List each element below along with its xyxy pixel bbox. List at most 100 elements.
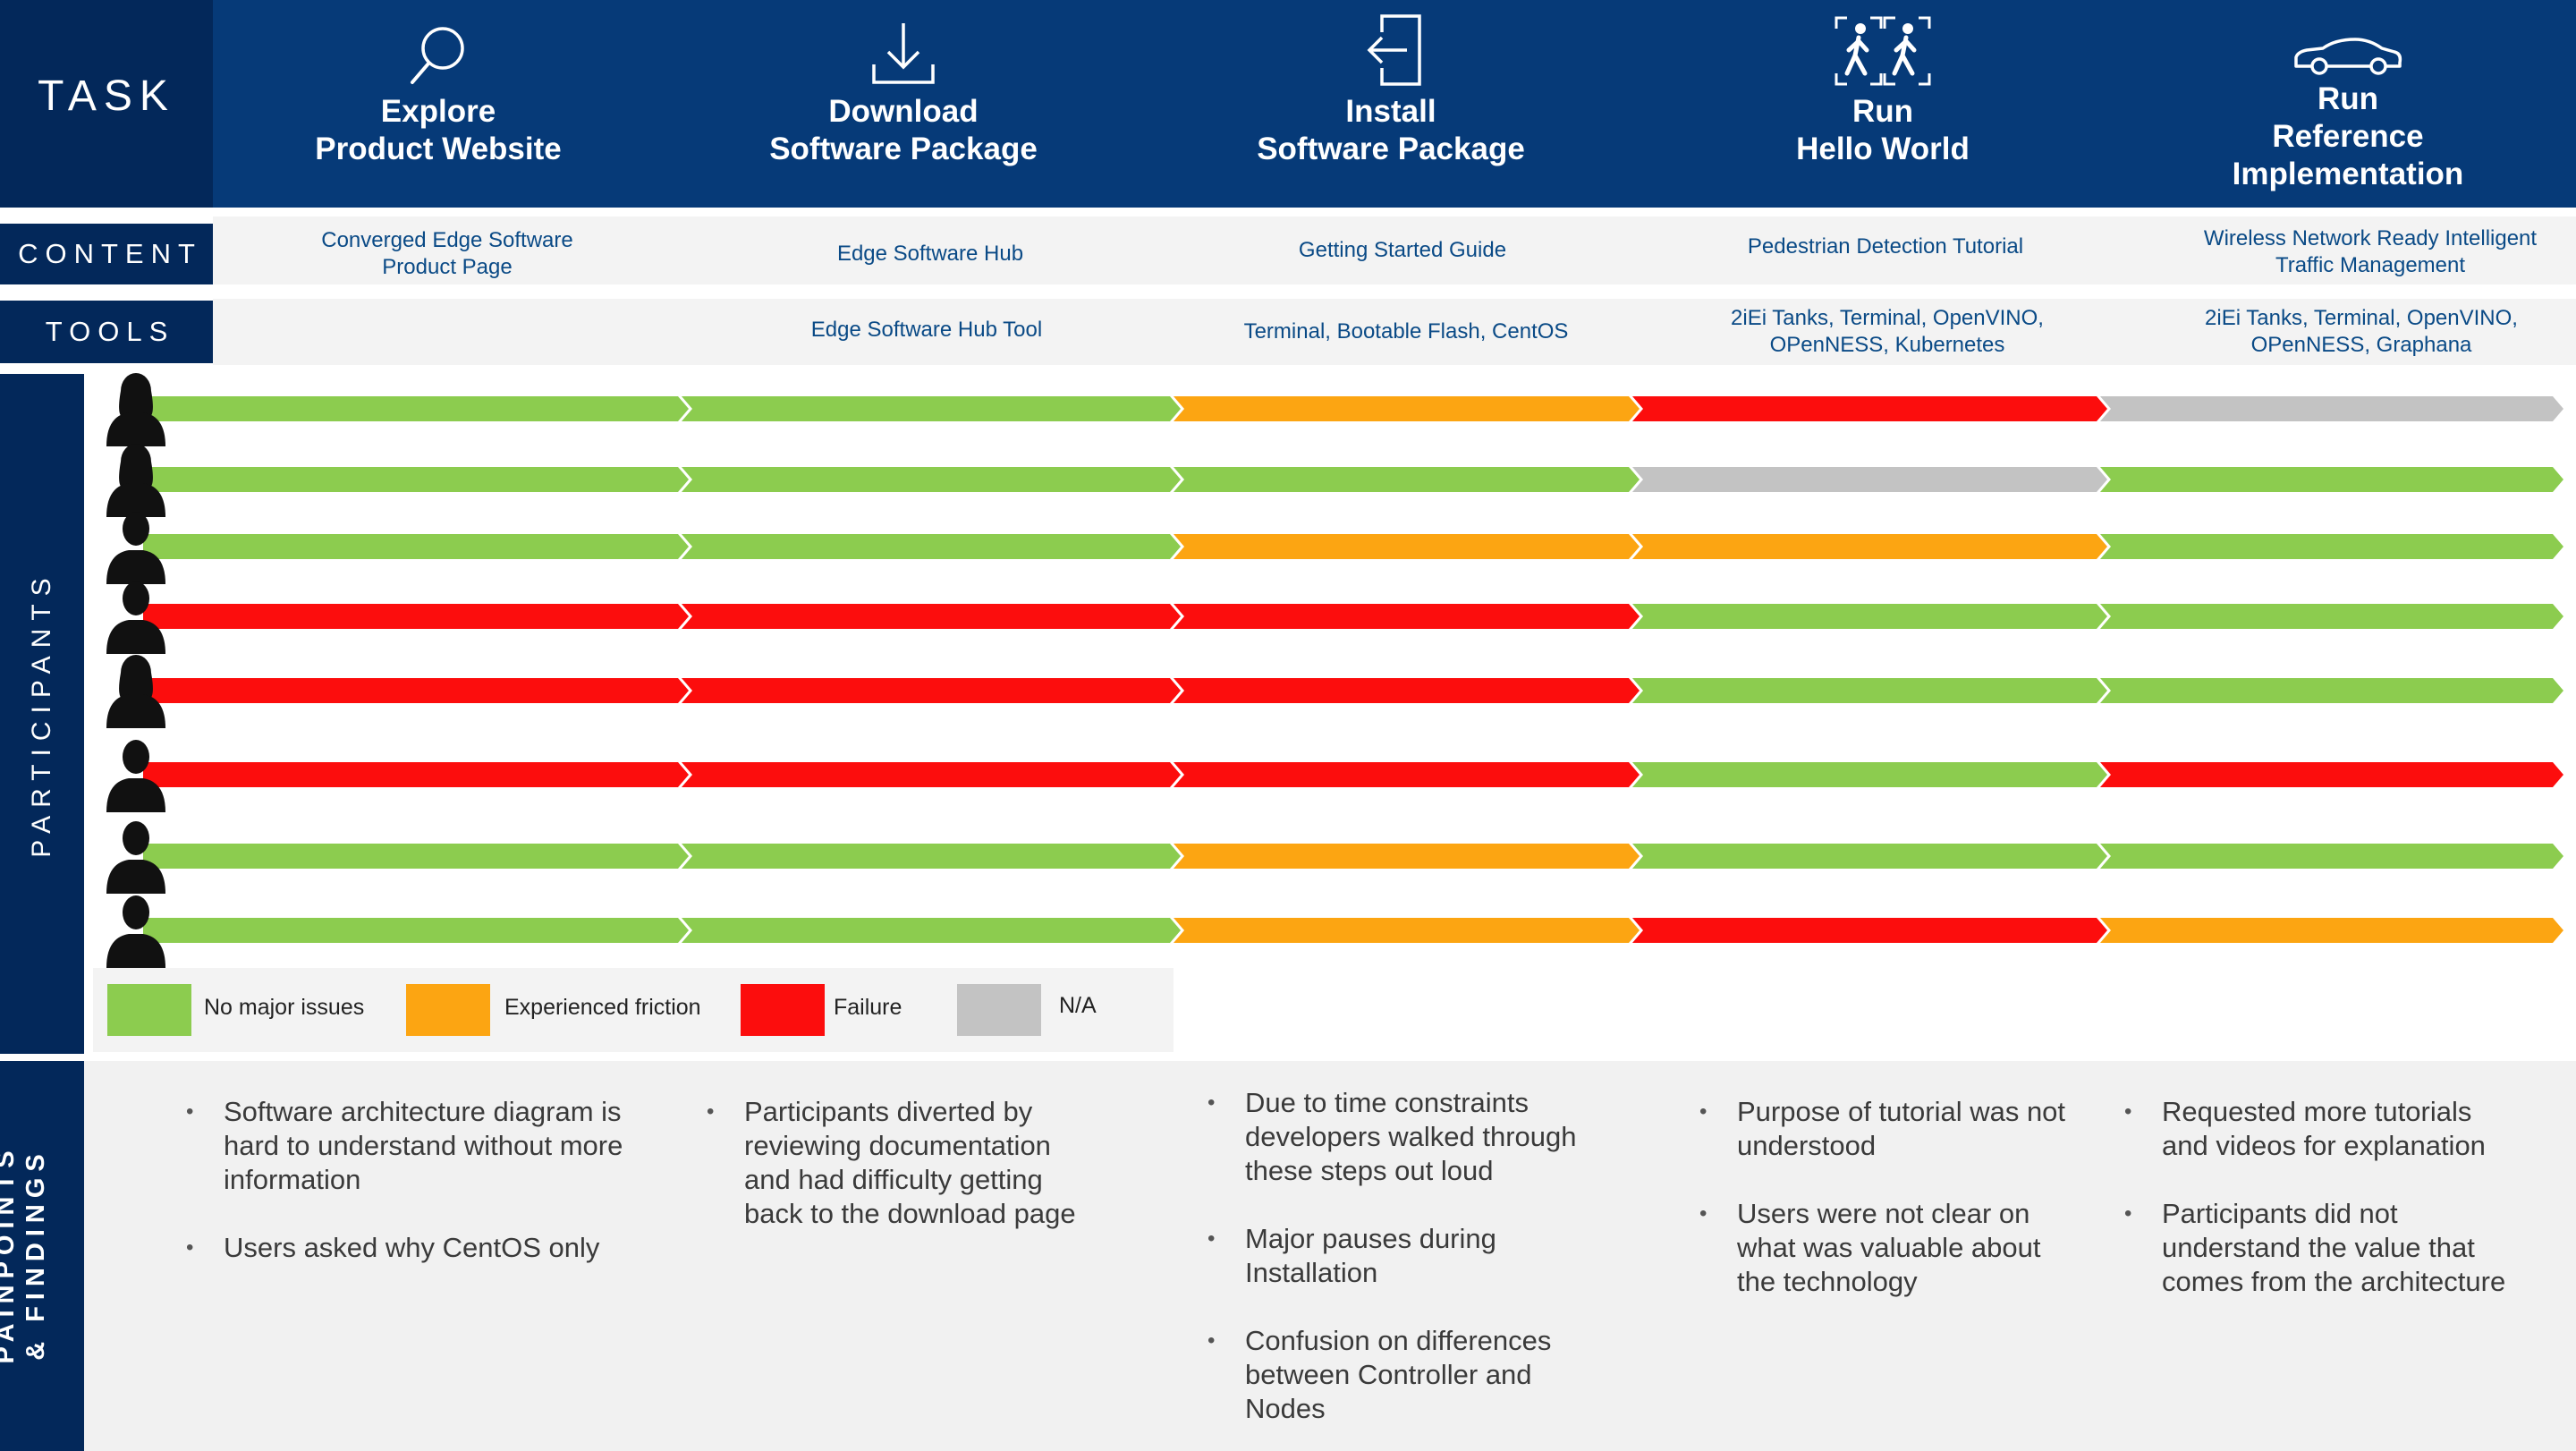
finding-item: Users asked why CentOS only — [186, 1231, 624, 1265]
tools-text: 2iEi Tanks, Terminal, OpenVINO, — [1731, 306, 2044, 330]
download-icon — [870, 0, 936, 93]
finding-item: Purpose of tutorial was not understood — [1699, 1095, 2084, 1163]
legend-label: No major issues — [204, 995, 365, 1020]
finding-item: Participants did not understand the valu… — [2124, 1197, 2518, 1299]
participant-avatar-icon — [106, 655, 165, 728]
task-hello-world: Run Hello World — [1749, 0, 2017, 208]
finding-item: Participants diverted by reviewing docum… — [707, 1095, 1100, 1231]
task-download: Download Software Package — [760, 0, 1046, 208]
task-title: Download — [828, 94, 979, 129]
tools-cell: Terminal, Bootable Flash, CentOS — [1227, 301, 1585, 363]
painpoints-label: PAINPOINTS & FINDINGS — [0, 1093, 51, 1415]
status-segment — [1632, 467, 2107, 492]
task-label: TASK — [38, 72, 175, 120]
findings-column: Software architecture diagram is hard to… — [186, 1095, 624, 1299]
participant-avatar-icon — [106, 895, 165, 968]
status-segment — [2100, 396, 2563, 421]
legend-swatch-friction — [406, 984, 490, 1036]
search-icon — [407, 0, 470, 93]
legend-swatch-ok — [107, 984, 191, 1036]
status-segment — [682, 534, 1181, 559]
content-cell: Converged Edge Software Product Page — [268, 224, 626, 284]
findings-column: Participants diverted by reviewing docum… — [707, 1095, 1100, 1265]
participant-avatar-icon — [106, 444, 165, 517]
task-title: Software Package — [769, 132, 1038, 166]
status-segment — [1632, 604, 2107, 629]
status-segment — [143, 467, 689, 492]
status-segment — [143, 534, 689, 559]
status-segment — [1174, 762, 1640, 787]
status-segment — [682, 467, 1181, 492]
findings-column: Requested more tutorials and videos for … — [2124, 1095, 2518, 1333]
tools-text: OPenNESS, Kubernetes — [1769, 333, 2005, 357]
tools-text: Edge Software Hub Tool — [810, 318, 1043, 342]
tools-cell: 2iEi Tanks, Terminal, OpenVINO, OPenNESS… — [1682, 301, 2093, 363]
status-segment — [682, 604, 1181, 629]
content-cell: Pedestrian Detection Tutorial — [1689, 216, 2082, 277]
task-install: Install Software Package — [1248, 0, 1534, 208]
finding-item: Software architecture diagram is hard to… — [186, 1095, 624, 1197]
content-text: Getting Started Guide — [1298, 238, 1507, 262]
install-icon — [1359, 0, 1423, 93]
content-text: Edge Software Hub — [836, 242, 1024, 266]
status-segment — [1174, 604, 1640, 629]
task-reference: Run Reference Implementation — [2209, 0, 2487, 208]
status-segment — [2100, 918, 2563, 943]
car-icon — [2292, 0, 2403, 81]
legend-swatch-fail — [741, 984, 825, 1036]
status-segment — [1174, 467, 1640, 492]
status-segment — [2100, 604, 2563, 629]
participant-avatar-icon — [106, 740, 165, 812]
participant-avatar-icon — [106, 821, 165, 894]
status-segment — [682, 762, 1181, 787]
status-segment — [1632, 678, 2107, 703]
participant-avatar-icon — [106, 581, 165, 654]
legend-swatch-na — [957, 984, 1041, 1036]
tools-text: Terminal, Bootable Flash, CentOS — [1243, 319, 1569, 344]
finding-item: Requested more tutorials and videos for … — [2124, 1095, 2518, 1163]
task-title: Run — [2317, 81, 2379, 116]
tools-label: TOOLS — [0, 301, 213, 363]
content-text: Pedestrian Detection Tutorial — [1747, 234, 2024, 259]
status-segment — [1174, 534, 1640, 559]
task-title: Hello World — [1796, 132, 1970, 166]
status-segment — [1632, 918, 2107, 943]
finding-item: Confusion on differences between Control… — [1208, 1324, 1610, 1426]
findings-column: Due to time constraints developers walke… — [1208, 1086, 1610, 1451]
status-segment — [143, 604, 689, 629]
status-segment — [143, 396, 689, 421]
status-segment — [143, 762, 689, 787]
status-segment — [1174, 918, 1640, 943]
status-segment — [1632, 762, 2107, 787]
status-segment — [2100, 534, 2563, 559]
status-segment — [2100, 678, 2563, 703]
status-segment — [2100, 844, 2563, 869]
content-text: Converged Edge Software — [321, 228, 573, 252]
task-title: Reference — [2272, 119, 2424, 154]
status-segment — [682, 844, 1181, 869]
status-segment — [1632, 396, 2107, 421]
status-segment — [1632, 844, 2107, 869]
task-explore: Explore Product Website — [304, 0, 572, 208]
legend-label: Experienced friction — [504, 995, 701, 1020]
content-cell: Getting Started Guide — [1224, 220, 1581, 281]
status-segment — [143, 918, 689, 943]
painpoints-label-line: & FINDINGS — [21, 1148, 50, 1361]
status-segment — [143, 844, 689, 869]
content-label: CONTENT — [0, 224, 213, 284]
tools-cell: Edge Software Hub Tool — [748, 299, 1106, 361]
tools-cell: 2iEi Tanks, Terminal, OpenVINO, OPenNESS… — [2156, 301, 2567, 363]
content-cell: Edge Software Hub — [751, 224, 1109, 284]
status-segment — [1174, 844, 1640, 869]
status-segment — [1632, 534, 2107, 559]
participants-label-bar — [0, 374, 84, 1054]
content-text: Wireless Network Ready Intelligent — [2203, 226, 2538, 250]
task-title: Explore — [380, 94, 496, 129]
tools-text: OPenNESS, Graphana — [2250, 333, 2472, 357]
status-segment — [682, 678, 1181, 703]
tools-row — [213, 299, 2576, 365]
status-segment — [682, 918, 1181, 943]
finding-item: Major pauses during Installation — [1208, 1222, 1610, 1290]
status-segment — [2100, 762, 2563, 787]
